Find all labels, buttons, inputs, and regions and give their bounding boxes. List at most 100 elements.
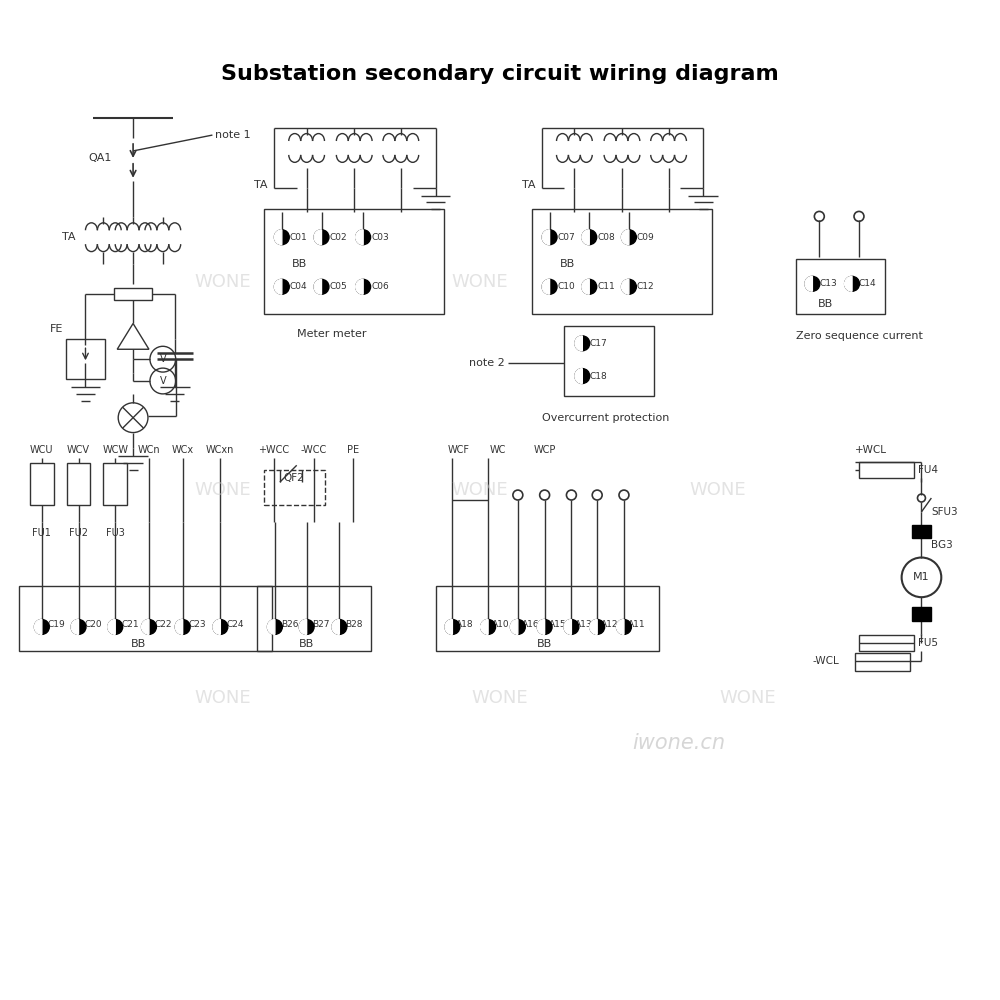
Text: WCx: WCx bbox=[172, 445, 194, 455]
Text: C01: C01 bbox=[290, 233, 308, 242]
Text: C18: C18 bbox=[589, 372, 607, 381]
Bar bbox=[436, 586, 659, 651]
Text: C03: C03 bbox=[371, 233, 389, 242]
Text: C12: C12 bbox=[637, 282, 654, 291]
Circle shape bbox=[332, 619, 347, 634]
Wedge shape bbox=[299, 619, 307, 634]
Text: FU5: FU5 bbox=[918, 638, 938, 648]
Wedge shape bbox=[590, 619, 597, 634]
Circle shape bbox=[575, 369, 590, 383]
Circle shape bbox=[213, 619, 228, 634]
Text: B26: B26 bbox=[281, 620, 298, 629]
Text: FU1: FU1 bbox=[32, 528, 51, 538]
Text: BG3: BG3 bbox=[931, 540, 953, 550]
Wedge shape bbox=[542, 230, 550, 245]
Text: note 2: note 2 bbox=[469, 358, 505, 368]
Circle shape bbox=[564, 619, 579, 634]
Text: TA: TA bbox=[254, 180, 268, 190]
Text: FE: FE bbox=[50, 324, 64, 334]
Circle shape bbox=[175, 619, 190, 634]
Text: A10: A10 bbox=[492, 620, 510, 629]
Bar bbox=[66, 339, 105, 379]
Circle shape bbox=[845, 276, 859, 291]
Text: C14: C14 bbox=[859, 279, 877, 288]
Text: BB: BB bbox=[818, 299, 833, 309]
Bar bbox=[103, 463, 127, 505]
Text: Substation secondary circuit wiring diagram: Substation secondary circuit wiring diag… bbox=[221, 64, 779, 84]
Circle shape bbox=[582, 279, 597, 294]
Text: M1: M1 bbox=[913, 572, 930, 582]
Text: C08: C08 bbox=[597, 233, 615, 242]
Wedge shape bbox=[274, 230, 282, 245]
Text: C21: C21 bbox=[121, 620, 139, 629]
Wedge shape bbox=[274, 279, 282, 294]
Wedge shape bbox=[542, 279, 550, 294]
Text: BB: BB bbox=[292, 259, 307, 269]
Circle shape bbox=[299, 619, 314, 634]
Bar bbox=[859, 462, 914, 478]
Text: C23: C23 bbox=[189, 620, 206, 629]
Text: C20: C20 bbox=[84, 620, 102, 629]
Circle shape bbox=[575, 336, 590, 351]
Text: A16: A16 bbox=[522, 620, 539, 629]
Text: +WCL: +WCL bbox=[855, 445, 887, 455]
Wedge shape bbox=[175, 619, 183, 634]
Bar bbox=[114, 288, 152, 300]
Text: WCn: WCn bbox=[138, 445, 160, 455]
Text: Overcurrent protection: Overcurrent protection bbox=[542, 413, 669, 423]
Text: WCV: WCV bbox=[67, 445, 90, 455]
Circle shape bbox=[356, 279, 371, 294]
Text: TA: TA bbox=[62, 232, 76, 242]
Circle shape bbox=[108, 619, 123, 634]
Text: BB: BB bbox=[537, 639, 552, 649]
Bar bbox=[796, 259, 885, 314]
Bar bbox=[19, 586, 272, 651]
Text: C24: C24 bbox=[226, 620, 244, 629]
Text: A11: A11 bbox=[628, 620, 646, 629]
Text: WONE: WONE bbox=[452, 481, 508, 499]
Text: A13: A13 bbox=[575, 620, 593, 629]
Text: C02: C02 bbox=[329, 233, 347, 242]
Wedge shape bbox=[564, 619, 571, 634]
Wedge shape bbox=[582, 230, 589, 245]
Text: C09: C09 bbox=[637, 233, 655, 242]
Text: FU3: FU3 bbox=[106, 528, 125, 538]
Text: FU2: FU2 bbox=[69, 528, 88, 538]
Text: V: V bbox=[160, 376, 166, 386]
Wedge shape bbox=[213, 619, 220, 634]
Text: QF2: QF2 bbox=[283, 473, 304, 483]
Text: WONE: WONE bbox=[452, 273, 508, 291]
Circle shape bbox=[274, 279, 289, 294]
Circle shape bbox=[71, 619, 86, 634]
Bar bbox=[912, 525, 931, 538]
Text: C10: C10 bbox=[558, 282, 575, 291]
Wedge shape bbox=[314, 279, 322, 294]
Wedge shape bbox=[267, 619, 275, 634]
Wedge shape bbox=[621, 279, 629, 294]
Text: B28: B28 bbox=[345, 620, 363, 629]
Circle shape bbox=[314, 279, 329, 294]
Wedge shape bbox=[805, 276, 812, 291]
Text: WONE: WONE bbox=[472, 689, 528, 707]
Wedge shape bbox=[356, 279, 363, 294]
Text: Zero sequence current: Zero sequence current bbox=[796, 331, 922, 341]
Text: PE: PE bbox=[347, 445, 359, 455]
Wedge shape bbox=[142, 619, 149, 634]
Bar bbox=[67, 463, 90, 505]
Circle shape bbox=[445, 619, 460, 634]
Bar bbox=[912, 607, 931, 621]
Wedge shape bbox=[356, 230, 363, 245]
Text: SFU3: SFU3 bbox=[931, 507, 958, 517]
Circle shape bbox=[542, 279, 557, 294]
Wedge shape bbox=[582, 279, 589, 294]
Wedge shape bbox=[445, 619, 452, 634]
Text: WCU: WCU bbox=[30, 445, 54, 455]
Circle shape bbox=[621, 230, 636, 245]
Wedge shape bbox=[332, 619, 339, 634]
Circle shape bbox=[590, 619, 605, 634]
Text: note 1: note 1 bbox=[215, 130, 251, 140]
Text: WCxn: WCxn bbox=[206, 445, 235, 455]
Bar bbox=[532, 209, 712, 314]
Wedge shape bbox=[575, 336, 582, 351]
Text: BB: BB bbox=[560, 259, 575, 269]
